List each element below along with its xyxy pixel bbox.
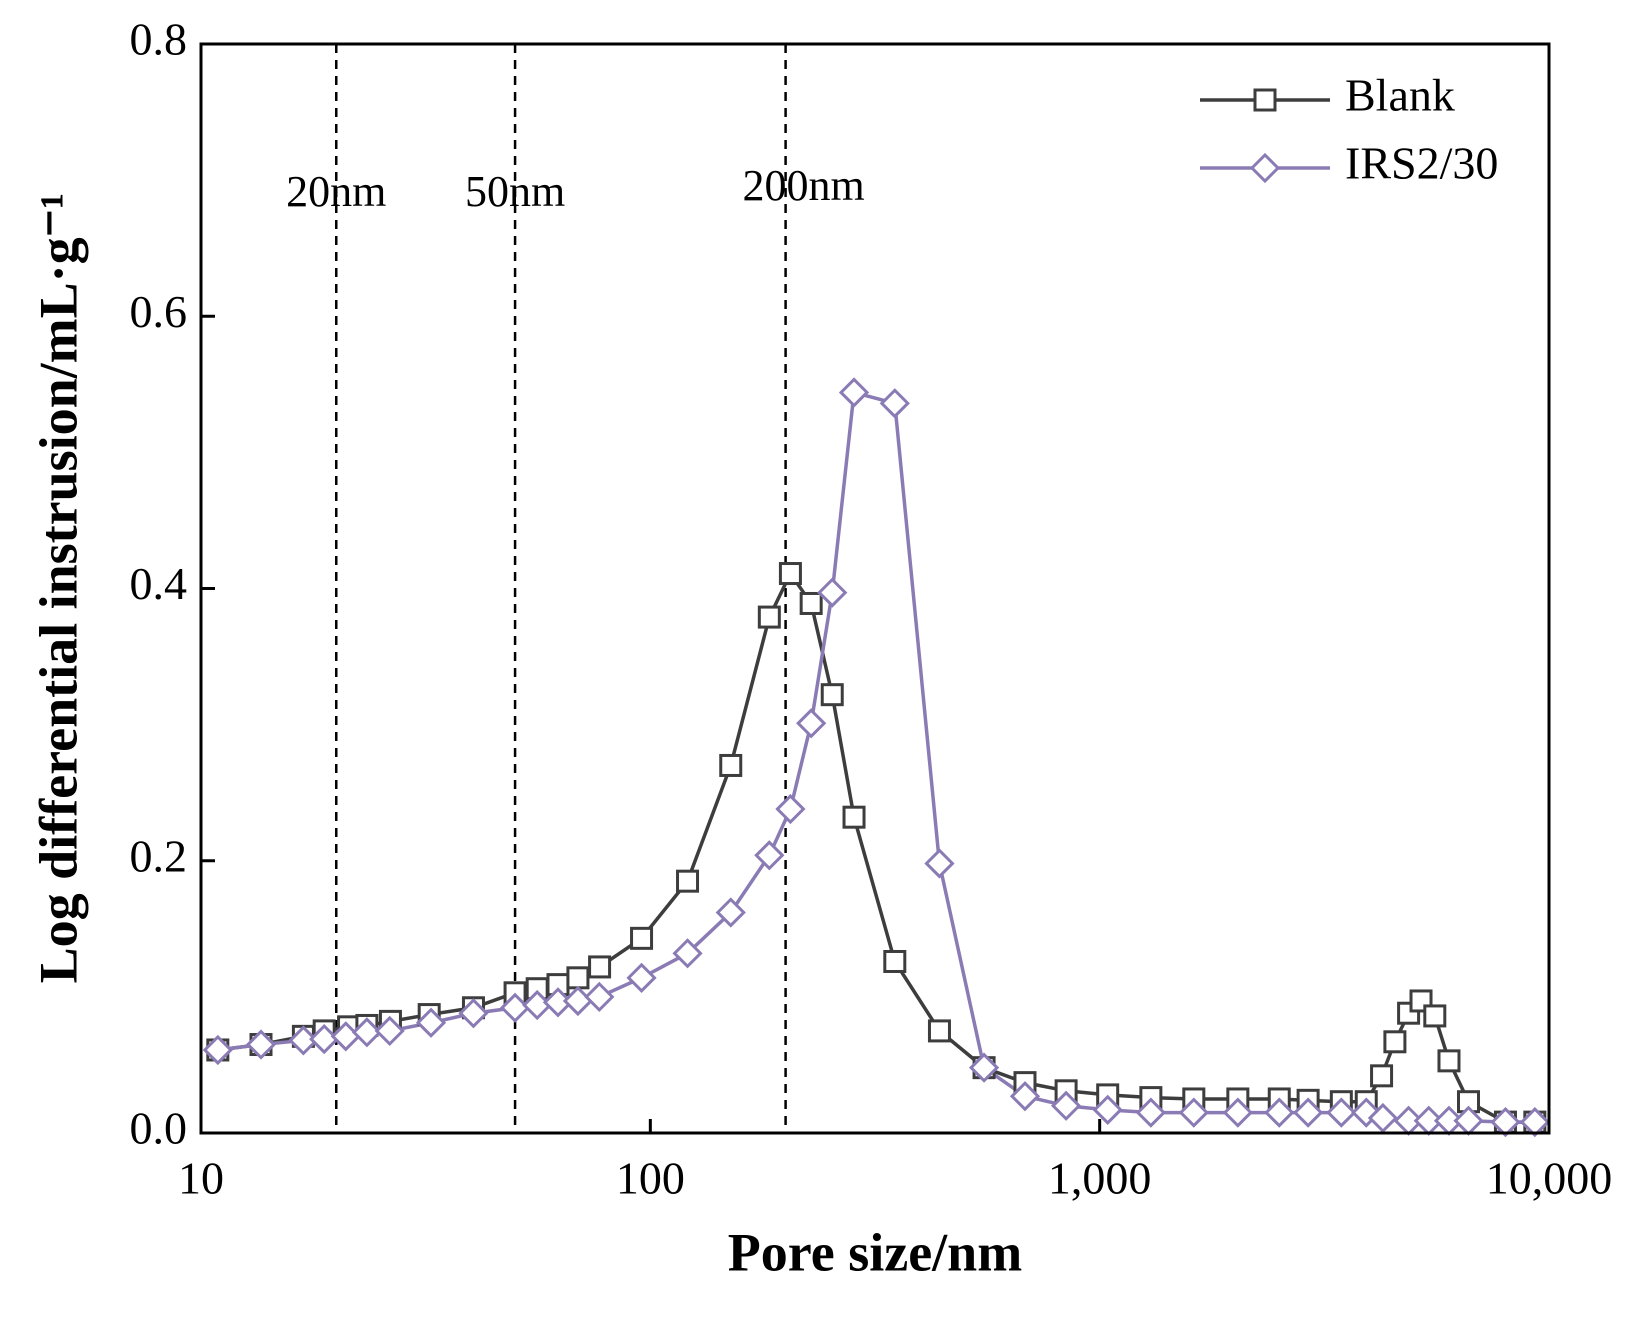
legend-label: Blank — [1345, 70, 1455, 121]
legend-label: IRS2/30 — [1345, 138, 1498, 189]
annotation-label: 50nm — [465, 167, 565, 216]
data-point — [1264, 1097, 1295, 1128]
x-tick-label: 100 — [616, 1153, 685, 1204]
data-point — [1092, 1094, 1123, 1125]
data-point — [1519, 1106, 1550, 1138]
y-tick-label: 0.6 — [130, 286, 188, 337]
data-point — [1135, 1097, 1166, 1128]
data-point — [775, 793, 806, 825]
data-point — [584, 981, 615, 1012]
legend-marker — [1249, 152, 1281, 184]
data-point — [1437, 1049, 1461, 1073]
data-point — [566, 966, 590, 990]
data-point — [1490, 1106, 1521, 1138]
legend-marker — [1253, 88, 1277, 112]
data-point — [415, 1007, 447, 1038]
data-point — [1423, 1004, 1447, 1028]
annotation-label: 20nm — [286, 167, 386, 216]
x-axis-label: Pore size/nm — [728, 1222, 1022, 1282]
data-point — [1370, 1064, 1394, 1088]
data-point — [757, 605, 781, 629]
series-line — [217, 390, 1535, 1124]
data-point — [1383, 1030, 1407, 1054]
data-point — [672, 938, 703, 969]
data-point — [458, 998, 489, 1029]
annotation-label: 200nm — [742, 161, 864, 210]
data-point — [968, 1052, 1000, 1083]
data-point — [1009, 1081, 1041, 1112]
data-point — [202, 1034, 233, 1066]
data-point — [588, 955, 612, 979]
data-point — [883, 949, 907, 973]
x-tick-label: 1,000 — [1048, 1153, 1152, 1204]
data-point — [626, 962, 657, 993]
data-point — [879, 388, 910, 419]
data-point — [245, 1029, 277, 1060]
data-point — [676, 869, 700, 893]
x-tick-label: 10 — [178, 1153, 224, 1204]
data-point — [351, 1017, 383, 1048]
y-tick-label: 0.2 — [130, 830, 188, 881]
data-point — [778, 562, 802, 586]
data-point — [796, 708, 827, 739]
data-point — [1050, 1090, 1082, 1121]
data-point — [799, 591, 823, 615]
data-point — [715, 897, 746, 928]
data-point — [1292, 1097, 1324, 1128]
data-point — [838, 377, 870, 408]
data-point — [927, 1019, 951, 1043]
y-tick-label: 0.8 — [130, 14, 188, 65]
data-point — [842, 805, 866, 829]
data-point — [924, 848, 955, 879]
x-tick-label: 10,000 — [1486, 1153, 1613, 1204]
plot-frame — [199, 42, 1551, 1135]
data-point — [1367, 1102, 1399, 1134]
data-point — [820, 683, 844, 707]
data-point — [1178, 1097, 1209, 1128]
data-point — [374, 1015, 405, 1047]
data-point — [630, 926, 654, 950]
data-point — [817, 577, 848, 608]
data-point — [754, 840, 785, 871]
y-tick-label: 0.4 — [130, 558, 188, 609]
data-point — [719, 753, 743, 777]
y-tick-label: 0.0 — [130, 1103, 188, 1154]
data-point — [1326, 1097, 1357, 1128]
series-line — [217, 570, 1535, 1124]
y-axis-label: Log differential instrusion/mL·g⁻¹ — [28, 193, 88, 984]
data-point — [1222, 1097, 1253, 1128]
